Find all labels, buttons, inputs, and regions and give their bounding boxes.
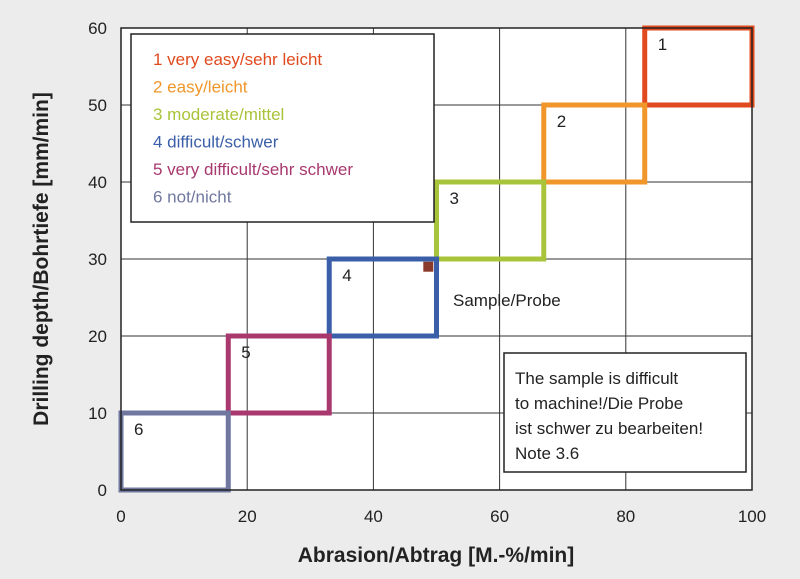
legend-item: 3 moderate/mittel [153,105,284,124]
y-axis-title: Drilling depth/Bohrtiefe [mm/min] [30,92,53,426]
x-tick-label: 40 [364,507,383,526]
legend-box [130,33,435,223]
x-tick-label: 100 [738,507,766,526]
region-label-3: 3 [450,189,459,208]
plot-frame [120,27,753,491]
region-box-4 [326,256,440,339]
x-axis-title: Abrasion/Abtrag [M.-%/min] [298,544,575,567]
legend-item: 2 easy/leicht [153,78,248,97]
sample-label: Sample/Probe [453,291,561,310]
ticks: 0 20 40 60 80 100 0 10 20 30 40 50 60 [88,19,766,526]
axes [120,27,753,491]
region-label-4: 4 [342,266,351,285]
note-box [503,352,747,473]
region-box-3 [434,179,547,262]
x-tick-label: 60 [490,507,509,526]
region-box-5 [225,333,332,416]
y-tick-label: 0 [98,481,107,500]
sample-marker [423,261,434,272]
region-label-6: 6 [134,420,143,439]
sample: Sample/Probe [423,261,561,310]
y-tick-label: 50 [88,96,107,115]
x-tick-label: 20 [238,507,257,526]
region-label-1: 1 [658,35,667,54]
region-label-2: 2 [557,112,566,131]
legend-item: 5 very difficult/sehr schwer [153,160,353,179]
note-line: ist schwer zu bearbeiten! [515,419,703,438]
note-line: The sample is difficult [515,369,678,388]
note: The sample is difficult to machine!/Die P… [503,352,747,473]
y-tick-label: 20 [88,327,107,346]
region-label-5: 5 [241,343,250,362]
y-tick-label: 60 [88,19,107,38]
legend-item: 1 very easy/sehr leicht [153,50,322,69]
x-tick-label: 0 [116,507,125,526]
note-line: to machine!/Die Probe [515,394,683,413]
legend: 1 very easy/sehr leicht 2 easy/leicht 3 mo… [130,33,435,223]
x-tick-label: 80 [616,507,635,526]
legend-item: 6 not/nicht [153,188,232,207]
y-tick-label: 40 [88,173,107,192]
y-tick-label: 30 [88,250,107,269]
region-box-2 [541,102,648,185]
legend-item: 4 difficult/schwer [153,133,279,152]
y-tick-label: 10 [88,404,107,423]
note-line: Note 3.6 [515,444,579,463]
